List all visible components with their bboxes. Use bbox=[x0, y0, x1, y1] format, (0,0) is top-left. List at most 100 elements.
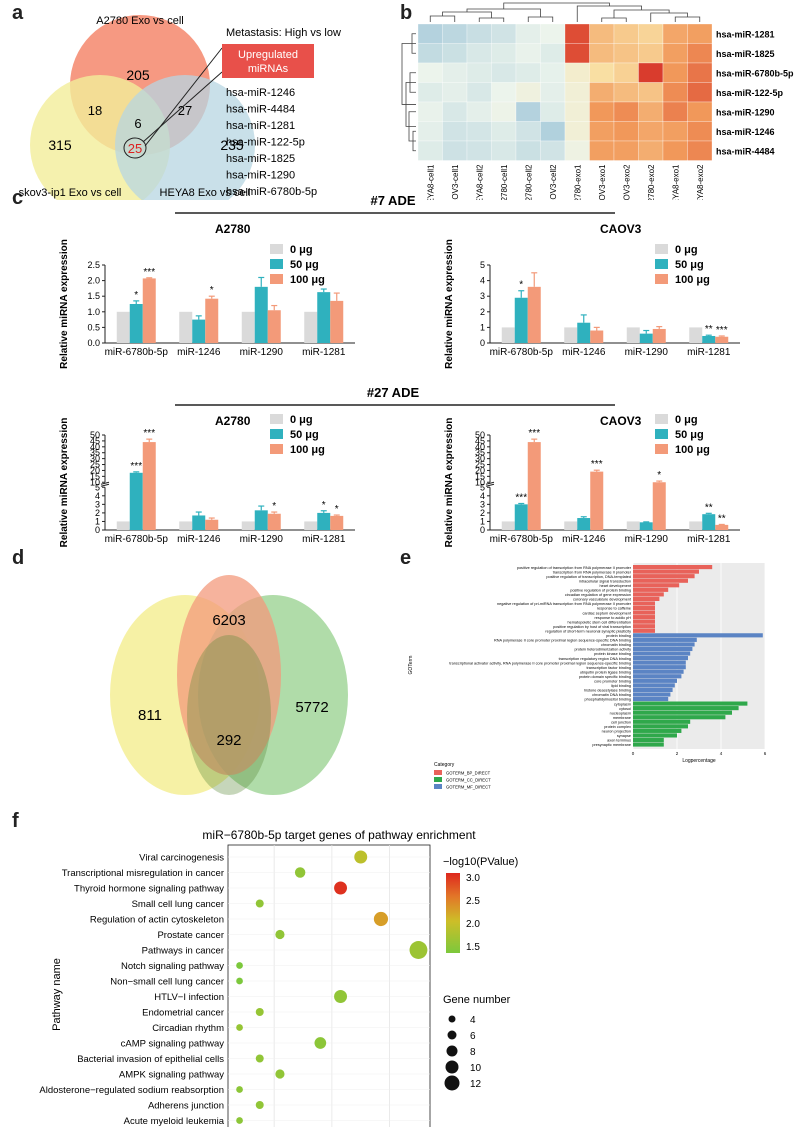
panel-e-go-chart: positive regulation of transcription fro… bbox=[408, 563, 767, 790]
heatmap-row-label: hsa-miR-6780b-5p bbox=[716, 68, 794, 78]
go-bar bbox=[633, 728, 682, 733]
go-x-tick: 2 bbox=[676, 751, 679, 756]
bar bbox=[577, 322, 591, 343]
pathway-label: Bacterial invasion of epithelial cells bbox=[77, 1054, 224, 1065]
legend-swatch bbox=[270, 244, 283, 254]
pathway-label: Viral carcinogenesis bbox=[139, 853, 224, 864]
significance-mark: * bbox=[322, 500, 326, 511]
heatmap-cell bbox=[613, 82, 639, 103]
go-term-label: cardiac septum development bbox=[582, 611, 631, 615]
panel-label-f: f bbox=[12, 810, 19, 832]
significance-mark: * bbox=[134, 290, 138, 301]
bar bbox=[527, 286, 541, 343]
heatmap-col-label: HEYA8-exo1 bbox=[671, 164, 680, 200]
pathway-label: Small cell lung cancer bbox=[132, 899, 224, 910]
go-term-label: chromatin binding bbox=[601, 643, 631, 647]
go-term-label: circadian regulation of gene expression bbox=[565, 593, 631, 597]
bar bbox=[254, 286, 268, 343]
pathway-label: Pathways in cancer bbox=[142, 946, 224, 957]
heatmap-cell bbox=[466, 101, 492, 122]
go-term-label: hematopoietic stem cell differentiation bbox=[568, 620, 631, 624]
y-tick-label: 1.0 bbox=[87, 307, 100, 317]
heatmap-cell bbox=[589, 82, 615, 103]
venn-d-count-center: 292 bbox=[216, 732, 241, 749]
go-legend-label: GOTERM_MF_DIRECT bbox=[446, 785, 491, 790]
go-term-label: neuron projection bbox=[602, 730, 631, 734]
venn-callout-line-2 bbox=[144, 47, 223, 147]
significance-mark: ** bbox=[705, 502, 713, 513]
go-term-label: protein complex bbox=[604, 725, 631, 729]
y-tick-label: 10 bbox=[475, 477, 485, 487]
go-x-tick: 0 bbox=[632, 751, 635, 756]
go-term-label: synapse bbox=[617, 734, 631, 738]
dendrogram-branch bbox=[613, 9, 670, 18]
heatmap-col-label: HEYA8-cell2 bbox=[475, 164, 484, 200]
legend-label: 50 μg bbox=[290, 259, 319, 271]
heatmap-cell bbox=[540, 140, 566, 161]
heatmap-cell bbox=[540, 62, 566, 83]
go-bar bbox=[633, 646, 693, 652]
heatmap-cell bbox=[417, 140, 443, 161]
legend-label: 0 μg bbox=[675, 244, 698, 256]
bar bbox=[254, 510, 268, 530]
heatmap-cell bbox=[638, 121, 664, 142]
venn-d-count-right: 5772 bbox=[295, 699, 328, 716]
y-axis-label: Relative miRNA expression bbox=[444, 239, 455, 369]
heatmap-cell bbox=[417, 82, 443, 103]
go-bar bbox=[633, 683, 675, 688]
bar bbox=[205, 519, 219, 530]
mirna-list-item: hsa-miR-122-5p bbox=[226, 137, 305, 149]
x-tick-label: miR-6780b-5p bbox=[490, 347, 554, 358]
heatmap-cell bbox=[589, 101, 615, 122]
heatmap-col-label: A2780-exo1 bbox=[573, 164, 582, 200]
go-bar bbox=[633, 706, 739, 711]
bar bbox=[514, 297, 528, 343]
go-term-label: protein heterodimerization activity bbox=[574, 648, 631, 652]
pathway-bubble bbox=[255, 1008, 264, 1016]
go-bar bbox=[633, 583, 680, 588]
heatmap-cell bbox=[662, 43, 688, 64]
bar bbox=[626, 521, 640, 530]
go-term-label: axon terminus bbox=[607, 739, 631, 743]
heatmap-cell bbox=[417, 43, 443, 64]
size-legend-label: 10 bbox=[470, 1063, 482, 1074]
pathway-bubble bbox=[236, 1117, 243, 1124]
significance-mark: *** bbox=[143, 428, 155, 439]
heatmap-cell bbox=[540, 101, 566, 122]
go-bar bbox=[633, 624, 655, 629]
heatmap-cell bbox=[442, 43, 468, 64]
bar bbox=[129, 472, 143, 530]
mirna-list-item: hsa-miR-4484 bbox=[226, 104, 295, 116]
y-tick-label: 25 bbox=[90, 460, 100, 470]
upregulated-mirnas-box bbox=[222, 44, 314, 78]
go-term-label: RNA polymerase II core promoter proximal… bbox=[494, 639, 631, 643]
x-tick-label: miR-6780b-5p bbox=[490, 534, 554, 545]
go-term-label: coronary vasculature development bbox=[573, 598, 632, 602]
go-bar bbox=[633, 619, 655, 624]
go-bar bbox=[633, 719, 691, 724]
go-bar bbox=[633, 687, 673, 692]
venn-label-heya8: HEYA8 Exo vs cell bbox=[160, 187, 251, 199]
pathway-label: Acute myeloid leukemia bbox=[124, 1116, 225, 1127]
bar bbox=[179, 521, 193, 530]
heatmap-cell bbox=[540, 82, 566, 103]
y-tick-label: 50 bbox=[475, 430, 485, 440]
bar bbox=[639, 522, 653, 530]
pathway-label: Endometrial cancer bbox=[142, 1008, 224, 1019]
heatmap-cell bbox=[687, 43, 713, 64]
heatmap-col-label: HEYA8-exo2 bbox=[696, 164, 705, 200]
heatmap-cell bbox=[442, 140, 468, 161]
pathway-label: Regulation of actin cytoskeleton bbox=[90, 915, 224, 926]
x-tick-label: miR-1281 bbox=[302, 534, 346, 545]
go-bar bbox=[633, 656, 688, 661]
pathway-label: Adherens junction bbox=[148, 1101, 224, 1112]
heatmap-cell bbox=[491, 62, 517, 83]
y-tick-label: 0 bbox=[95, 525, 100, 535]
heatmap-row-label: hsa-miR-1825 bbox=[716, 49, 775, 59]
y-tick-label: 4 bbox=[480, 276, 485, 286]
color-legend-bar bbox=[446, 873, 460, 953]
pathway-label: HTLV−I infection bbox=[154, 992, 224, 1003]
bar bbox=[527, 442, 541, 530]
venn-label-a2780: A2780 Exo vs cell bbox=[96, 15, 183, 27]
go-term-label: response to caffeine bbox=[597, 607, 631, 611]
